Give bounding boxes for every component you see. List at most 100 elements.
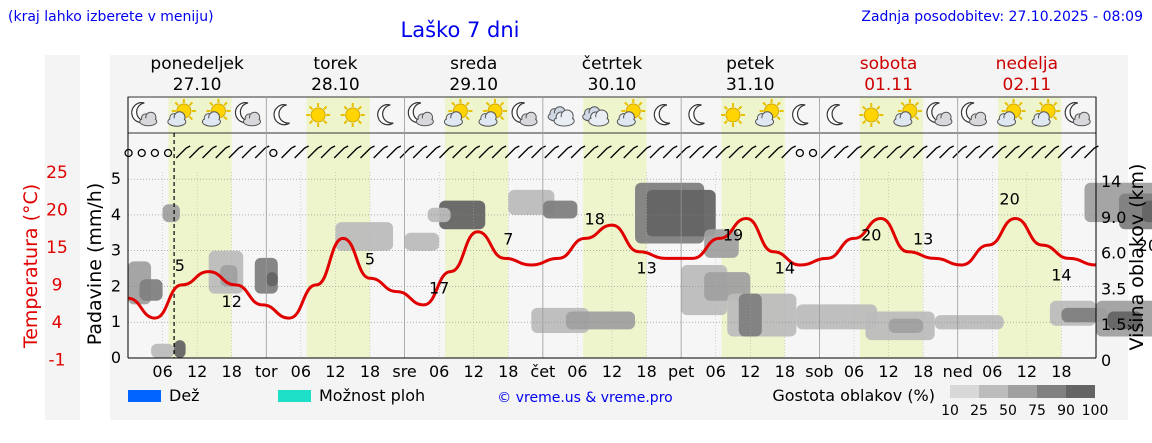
moon-cloud-icon (926, 102, 953, 127)
sun-ray (343, 119, 348, 125)
legend-rain-swatch (128, 390, 161, 402)
sun-ray (1018, 101, 1023, 107)
legend-showers-swatch (278, 390, 311, 402)
sun-ray (343, 105, 348, 111)
sun-ray (638, 101, 643, 107)
day-band (168, 97, 232, 358)
wind-barb-icon (1057, 147, 1069, 159)
sun-cloud-icon (478, 99, 507, 127)
wind-barb-icon (202, 147, 214, 159)
temperature-tick: -1 (49, 351, 66, 371)
wind-barb-icon (386, 147, 398, 159)
sun-ray (723, 105, 729, 111)
sun-icon (721, 103, 745, 127)
wind-barb-icon (923, 145, 928, 149)
moon-shape (273, 104, 290, 126)
cloud-shape (555, 117, 574, 125)
wind-barb-icon (926, 147, 937, 159)
wind-barb-icon (531, 147, 543, 159)
cloud-shape (618, 118, 635, 126)
y-axis-temperature-label: Temperatura (°C) (20, 184, 42, 349)
wind-barb-icon (304, 145, 309, 149)
wind-barb-icon (725, 145, 731, 149)
wind-barb-icon (188, 147, 200, 159)
wind-barb-icon (633, 145, 639, 149)
hour-tick: 12 (187, 362, 207, 381)
wind-barb-icon (912, 147, 924, 159)
wind-barb-icon (399, 147, 411, 159)
y-axis-rain-label: Padavine (mm/h) (84, 183, 106, 346)
wind-barb-icon (264, 145, 270, 149)
day-name: ponedeljek (150, 54, 244, 74)
wind-barb-icon (343, 145, 349, 149)
wind-barb-icon (425, 147, 437, 159)
cloud-patch (565, 311, 636, 330)
wind-barb-icon (896, 145, 902, 149)
density-step-label: 100 (1082, 403, 1109, 419)
wind-barb-icon (517, 147, 529, 159)
temperature-label: 14 (775, 259, 795, 278)
wind-barb-icon (215, 147, 227, 159)
sun-ray (308, 105, 314, 111)
sun-ray (737, 105, 743, 111)
temperature-label: 5 (175, 256, 185, 275)
hour-tick: 06 (152, 362, 172, 381)
wind-barb-icon (238, 145, 244, 149)
wind-barb-icon (899, 147, 911, 159)
moon-shape (792, 104, 809, 126)
wind-barb-icon (975, 145, 981, 149)
cloud-shape (445, 118, 462, 126)
wind-barb-icon (991, 147, 1003, 159)
hour-tick: 18 (222, 362, 242, 381)
sun-ray (323, 105, 328, 111)
sun-ray (308, 119, 314, 125)
moon-cloud-icon (407, 102, 434, 127)
cloud-shape (756, 118, 773, 126)
sun-ray (465, 115, 470, 121)
wind-barb-icon (373, 147, 385, 159)
wind-barb-icon (254, 147, 266, 159)
hour-tick: 18 (775, 362, 795, 381)
sun-disc (863, 107, 879, 123)
wind-barb-icon (596, 147, 608, 159)
wind-barb-icon (357, 145, 362, 149)
wind-barb-icon (715, 147, 727, 159)
density-step-label: 10 (941, 403, 959, 419)
temperature-label: 20 (999, 190, 1019, 209)
wind-barb-icon (251, 145, 257, 149)
day-date: 02.11 (1003, 75, 1052, 95)
wind-barb-icon (857, 145, 862, 149)
moon-icon (273, 104, 290, 126)
cloud-patch (1119, 193, 1152, 230)
hour-tick: 18 (1051, 362, 1071, 381)
hour-tick: 06 (291, 362, 311, 381)
sun-ray (1004, 101, 1009, 107)
wind-barb-icon (475, 145, 481, 149)
cloud-icon (582, 106, 610, 127)
hour-tick: 18 (360, 362, 380, 381)
density-swatch (1037, 385, 1066, 398)
temperature-label: 14 (1051, 265, 1071, 284)
wind-barb-icon (370, 145, 375, 149)
wind-barb-icon (175, 147, 187, 159)
sun-ray (499, 101, 505, 107)
wind-barb-icon (452, 147, 464, 159)
sun-ray (499, 115, 505, 121)
wind-barb-icon (610, 147, 622, 159)
temperature-tick: 15 (46, 238, 68, 258)
moon-cloud-icon (511, 102, 538, 127)
hour-tick: sre (392, 362, 416, 381)
wind-barb-icon (672, 145, 678, 149)
wind-barb-icon (939, 147, 951, 159)
cloud-patch (151, 343, 175, 358)
moon-shape (688, 104, 705, 126)
hour-tick: pet (668, 362, 694, 381)
hour-tick: ned (943, 362, 973, 381)
wind-barb-icon (649, 147, 661, 159)
temperature-label: 13 (636, 259, 656, 278)
wind-barb-icon (465, 147, 477, 159)
wind-barb-icon (360, 147, 371, 159)
wind-barb-icon (593, 145, 599, 149)
wind-barb-icon (620, 145, 625, 149)
sun-cloud-icon (893, 99, 922, 127)
